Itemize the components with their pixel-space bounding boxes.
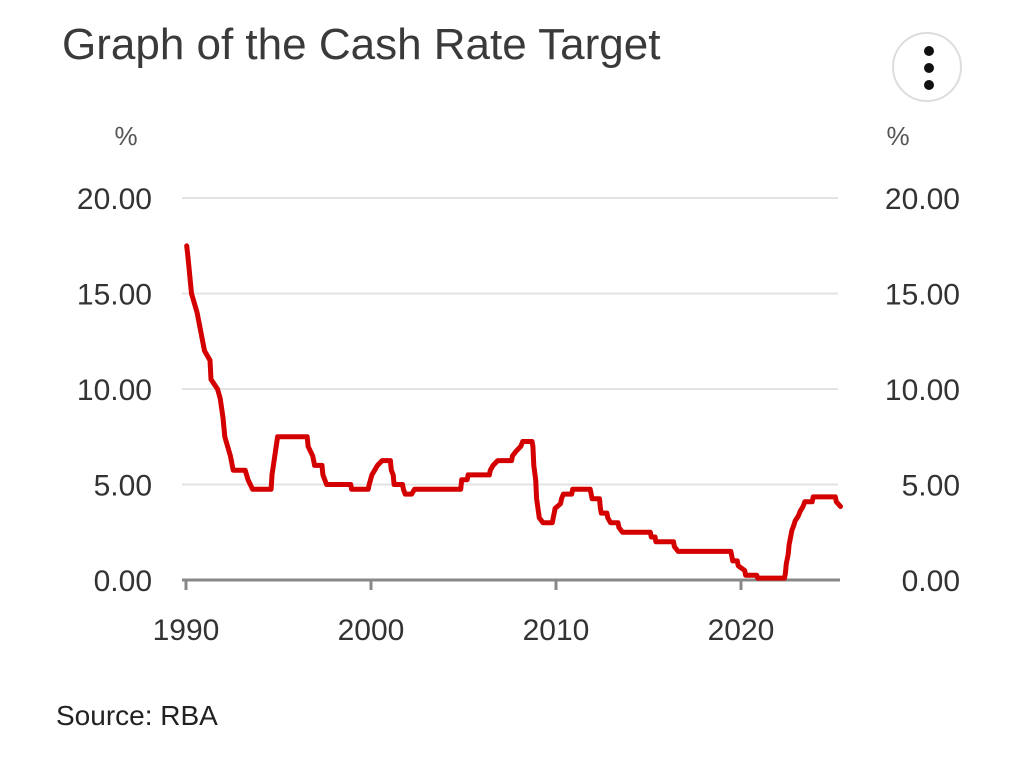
y-tick-label-right: 20.00 [885,183,960,216]
y-unit-right: % [886,121,909,151]
cash-rate-line [184,243,843,581]
y-tick-label-right: 15.00 [885,279,960,312]
x-tick-label: 1990 [153,614,220,647]
y-unit-left: % [114,121,137,151]
y-tick-label-left: 0.00 [94,565,152,598]
y-tick-label-right: 0.00 [902,565,960,598]
source-note: Source: RBA [56,700,218,731]
x-tick-label: 2000 [338,614,405,647]
y-tick-label-right: 10.00 [885,374,960,407]
y-tick-label-left: 20.00 [77,183,152,216]
x-tick-label: 2020 [708,614,775,647]
x-tick-label: 2010 [523,614,590,647]
y-tick-label-left: 5.00 [94,470,152,503]
chart-title: Graph of the Cash Rate Target [62,20,661,69]
chart-menu-button[interactable] [892,32,962,102]
y-tick-label-right: 5.00 [902,470,960,503]
y-tick-label-left: 10.00 [77,374,152,407]
y-tick-label-left: 15.00 [77,279,152,312]
